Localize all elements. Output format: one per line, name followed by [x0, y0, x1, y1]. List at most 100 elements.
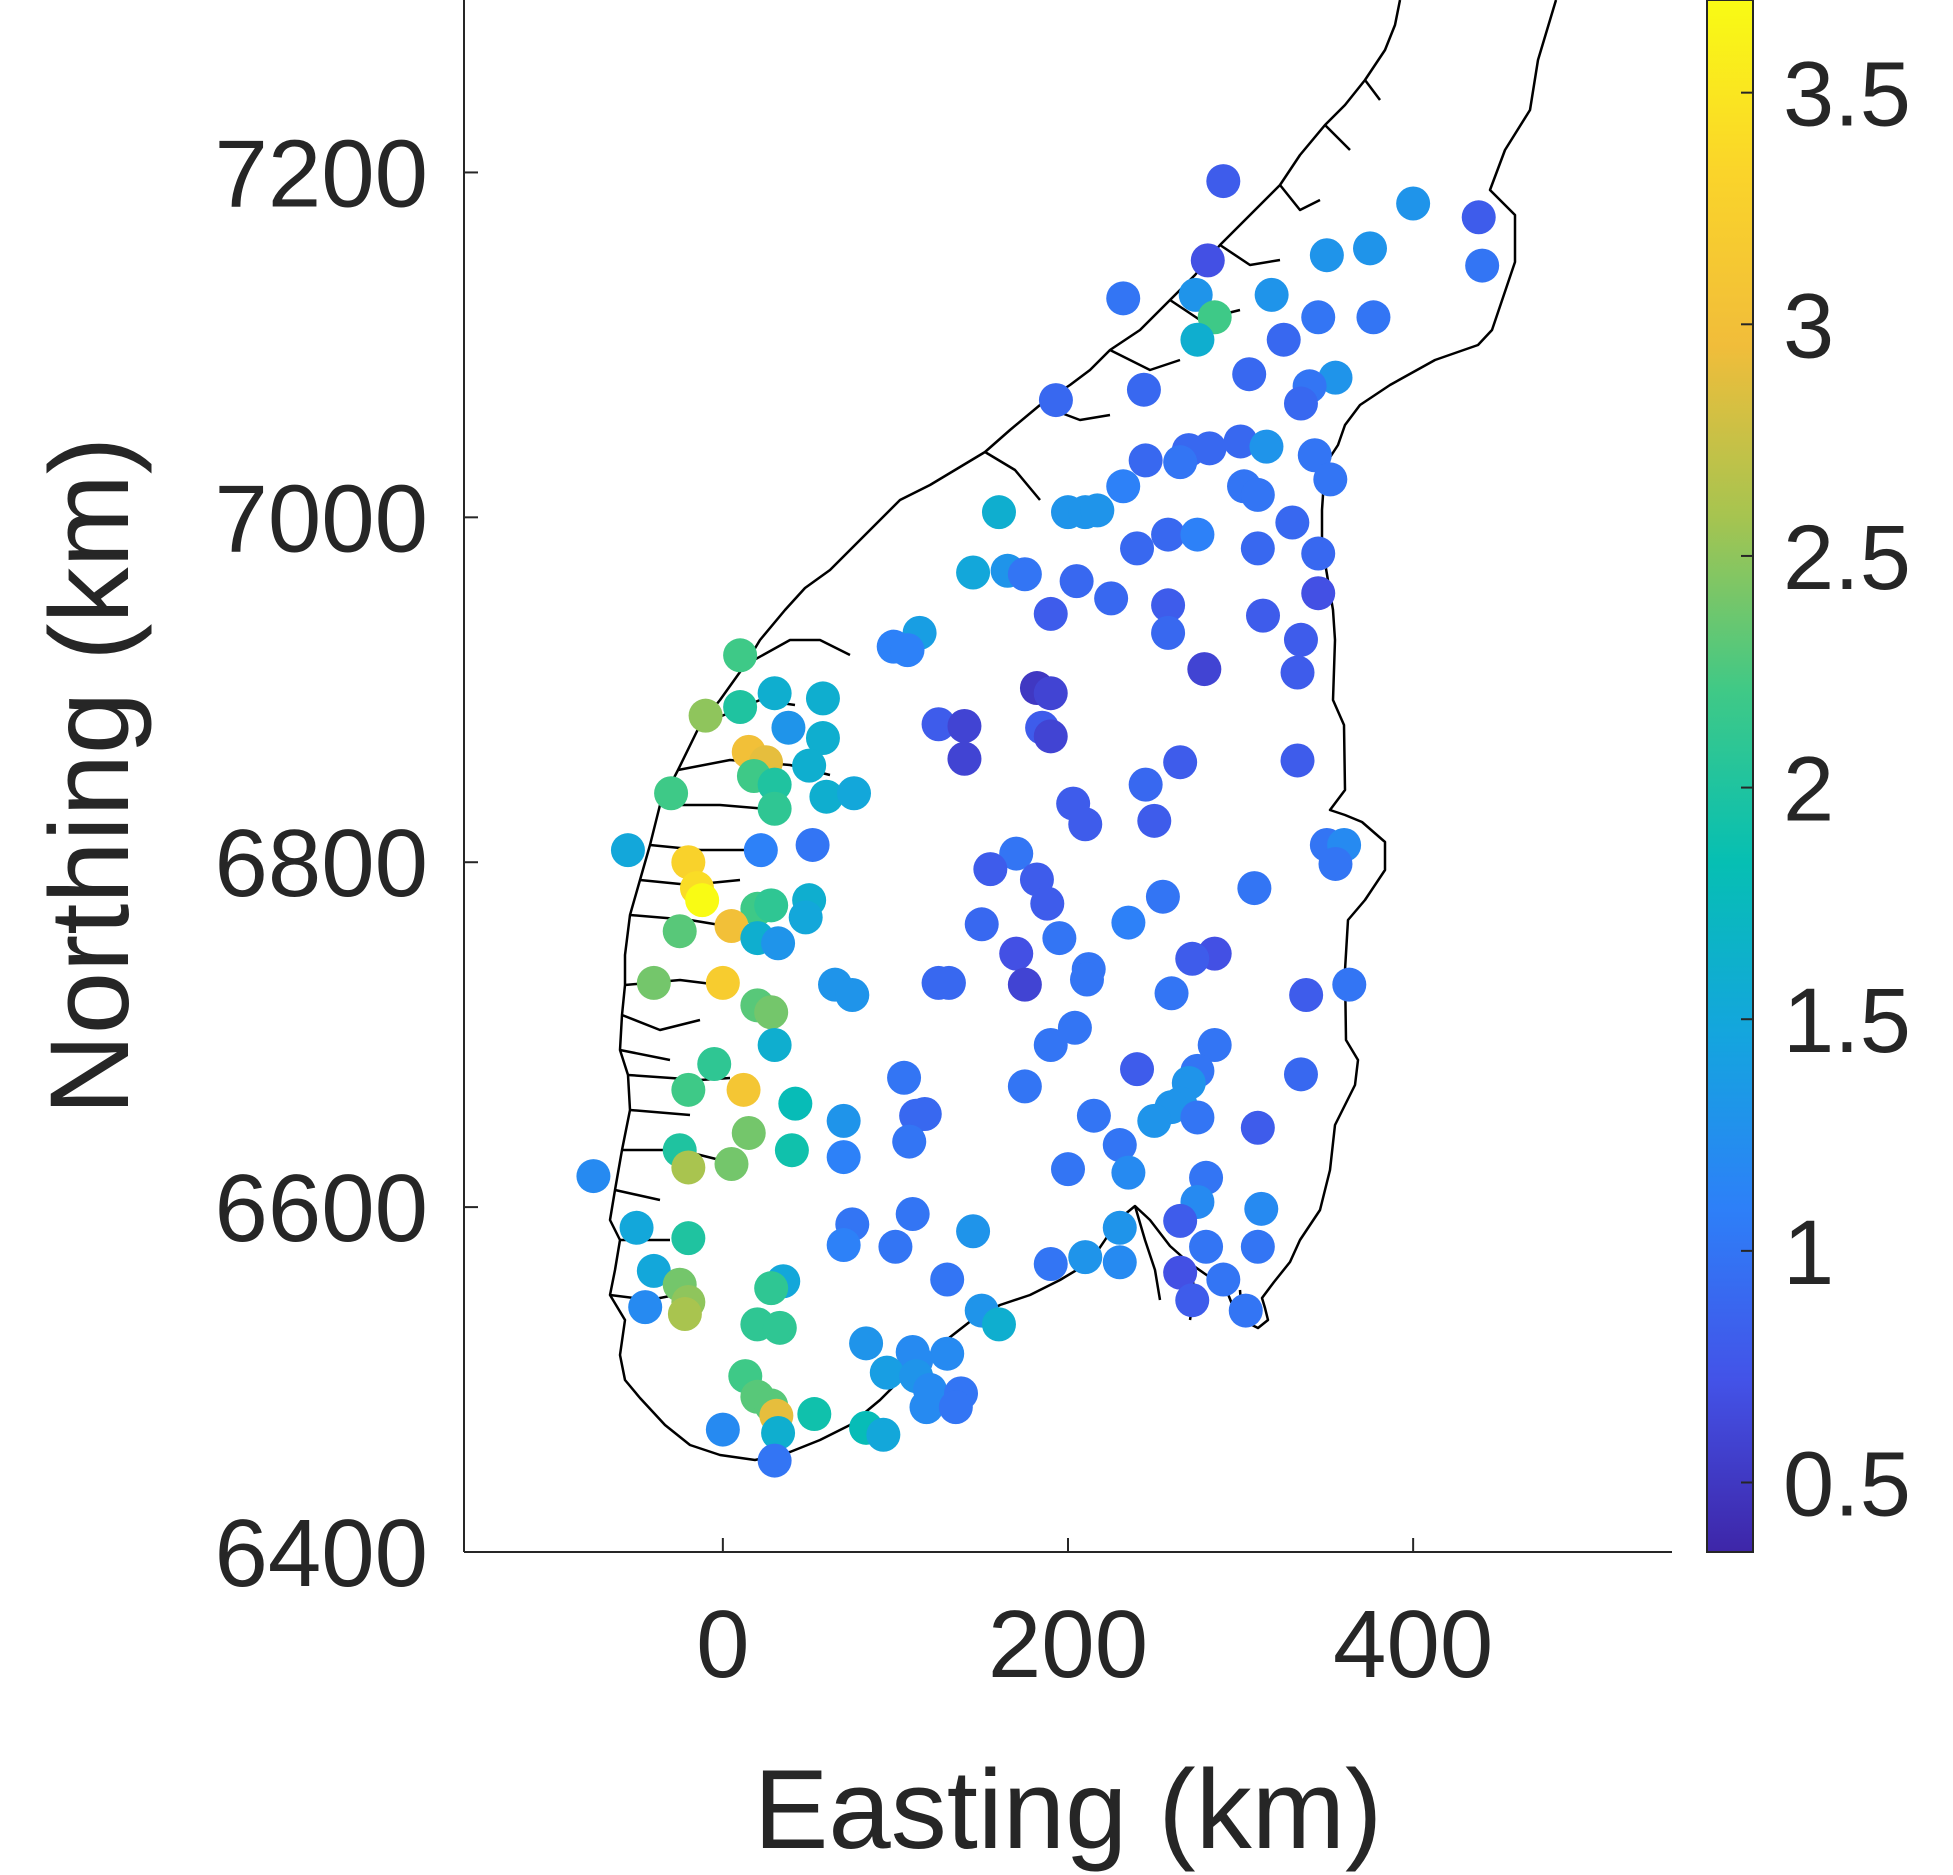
data-point — [1465, 248, 1500, 283]
data-point — [697, 1046, 732, 1081]
data-point — [723, 690, 758, 725]
data-point — [754, 888, 789, 923]
data-point — [835, 978, 870, 1013]
data-point — [1313, 462, 1348, 497]
data-point — [726, 1072, 761, 1107]
data-point — [892, 1124, 927, 1159]
data-point — [1057, 1010, 1092, 1045]
data-point — [826, 1140, 861, 1175]
data-point — [1189, 1229, 1224, 1264]
data-point — [662, 914, 697, 949]
data-point — [654, 776, 689, 811]
data-point — [981, 495, 1016, 530]
data-point — [731, 1115, 766, 1150]
data-point — [1102, 1210, 1137, 1245]
data-point — [1137, 803, 1172, 838]
data-point — [1297, 438, 1332, 473]
data-point — [1154, 976, 1189, 1011]
data-point — [895, 1197, 930, 1232]
data-point — [688, 698, 723, 733]
y-tick-label: 6400 — [214, 1500, 428, 1607]
data-point — [610, 833, 645, 868]
data-point — [1007, 1069, 1042, 1104]
data-point — [1033, 1028, 1068, 1063]
data-point — [1206, 164, 1241, 199]
data-point — [1137, 1103, 1172, 1138]
data-point — [1076, 1098, 1111, 1133]
data-point — [999, 836, 1034, 871]
data-point — [1309, 238, 1344, 273]
data-point — [1301, 576, 1336, 611]
data-point — [1106, 281, 1141, 316]
data-point — [1102, 1128, 1137, 1163]
data-point — [909, 1390, 944, 1425]
data-point — [964, 907, 999, 942]
data-point — [1068, 807, 1103, 842]
data-points — [576, 164, 1500, 1478]
data-point — [671, 1150, 706, 1185]
data-point — [1128, 443, 1163, 478]
data-point — [1240, 1110, 1275, 1145]
data-point — [671, 845, 706, 880]
x-axis-ticks: 0 200 400 — [696, 1538, 1493, 1698]
colorbar-tick-label: 1 — [1783, 1202, 1834, 1304]
data-point — [1237, 871, 1272, 906]
data-point — [956, 555, 991, 590]
data-point — [1180, 322, 1215, 357]
data-point — [1038, 383, 1073, 418]
data-point — [792, 748, 827, 783]
y-axis-ticks: 6400 6600 6800 7000 7200 — [214, 120, 478, 1607]
data-point — [930, 1336, 965, 1371]
data-point — [761, 1416, 796, 1451]
data-point — [1244, 1191, 1279, 1226]
data-point — [890, 633, 925, 668]
data-point — [1030, 886, 1065, 921]
data-point — [1163, 745, 1198, 780]
data-point — [947, 741, 982, 776]
data-point — [1175, 1283, 1210, 1318]
data-point — [705, 1412, 740, 1447]
data-point — [1197, 1028, 1232, 1063]
data-point — [1111, 905, 1146, 940]
data-point — [1280, 743, 1315, 778]
data-point — [1007, 967, 1042, 1002]
data-point — [866, 1417, 901, 1452]
data-point — [761, 926, 796, 961]
data-point — [778, 1086, 813, 1121]
data-point — [671, 1072, 706, 1107]
data-point — [1240, 477, 1275, 512]
x-tick-label: 200 — [988, 1591, 1148, 1698]
data-point — [795, 827, 830, 862]
y-axis-title: Northing (km) — [27, 437, 152, 1115]
data-point — [869, 1355, 904, 1390]
data-point — [907, 1096, 942, 1131]
colorbar-tick-label: 2 — [1783, 739, 1834, 841]
data-point — [1126, 372, 1161, 407]
data-point — [743, 833, 778, 868]
data-point — [1175, 941, 1210, 976]
data-point — [757, 1028, 792, 1063]
colorbar-tick-label: 1.5 — [1783, 970, 1911, 1072]
data-point — [947, 708, 982, 743]
y-tick-label: 7000 — [214, 465, 428, 572]
data-point — [1289, 978, 1324, 1013]
data-point — [826, 1103, 861, 1138]
data-point — [671, 1221, 706, 1256]
data-point — [757, 791, 792, 826]
data-point — [1283, 622, 1318, 657]
data-point — [1228, 1293, 1263, 1328]
data-point — [1163, 1255, 1198, 1290]
data-point — [1180, 1100, 1215, 1135]
data-point — [826, 1228, 861, 1263]
data-point — [1178, 277, 1213, 312]
data-point — [754, 1271, 789, 1306]
colorbar-tick-label: 3.5 — [1783, 44, 1911, 146]
data-point — [1283, 1057, 1318, 1092]
data-point — [619, 1210, 654, 1245]
y-tick-label: 7200 — [214, 120, 428, 227]
x-tick-label: 0 — [696, 1591, 749, 1698]
data-point — [723, 638, 758, 673]
y-tick-label: 6600 — [214, 1155, 428, 1262]
data-point — [999, 936, 1034, 971]
colorbar — [1706, 0, 1754, 1553]
